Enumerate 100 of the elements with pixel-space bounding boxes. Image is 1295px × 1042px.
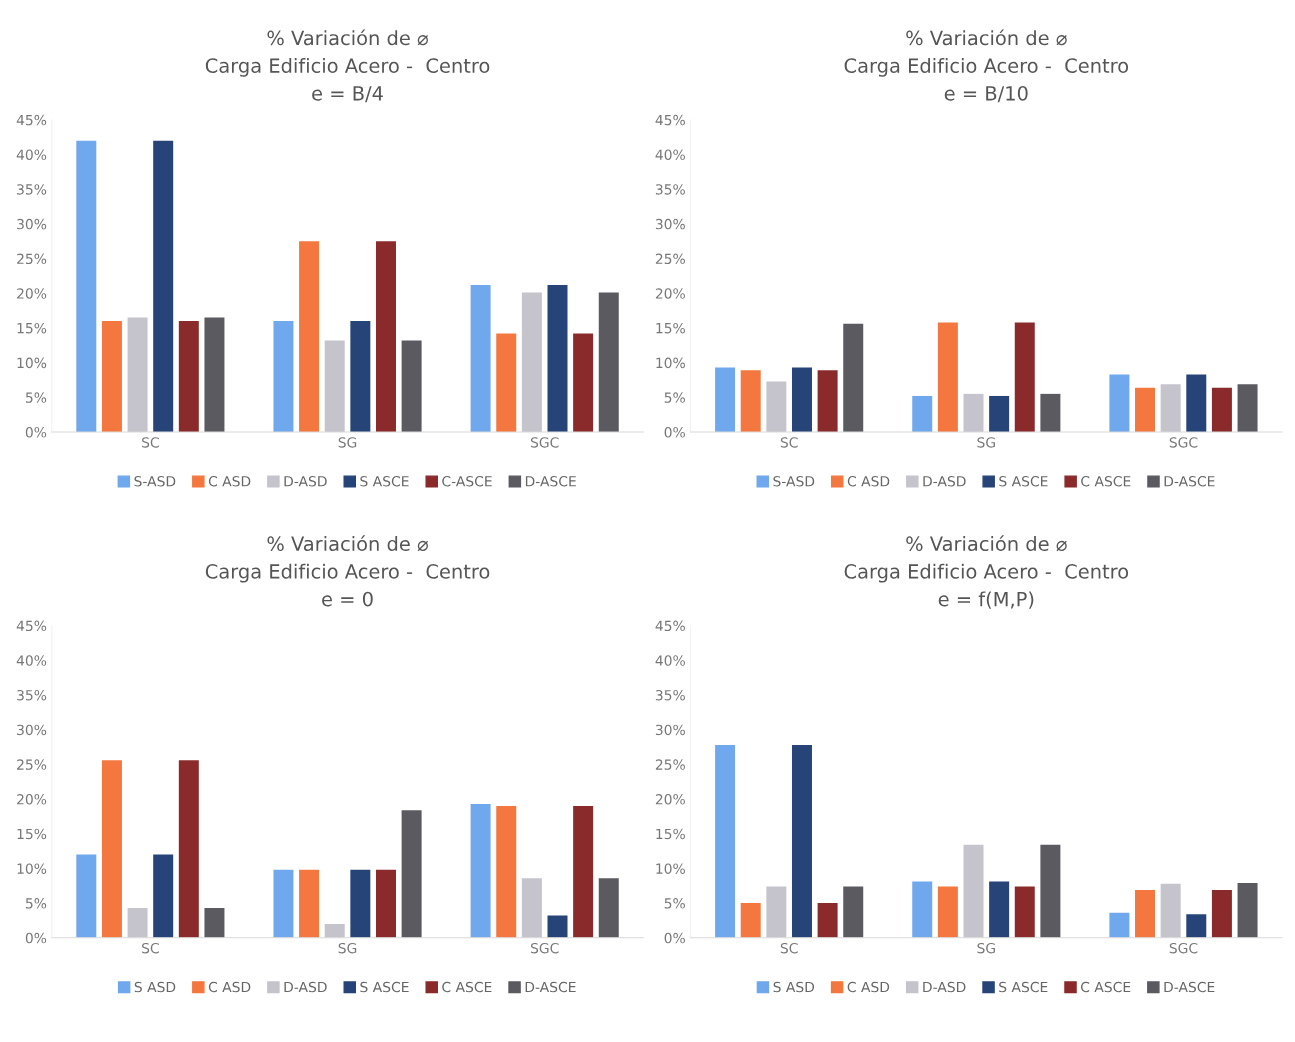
legend-label: S-ASD (134, 476, 176, 487)
legend-label: D-ASCE (525, 981, 576, 993)
legend-label: D-ASD (284, 981, 327, 993)
bar (547, 284, 568, 433)
bar (76, 854, 97, 938)
bar (715, 744, 736, 938)
bar (350, 321, 371, 433)
y-tick-label: 25% (17, 759, 47, 770)
bar (496, 805, 517, 938)
bar (401, 810, 422, 938)
bar (715, 367, 736, 433)
bar (1237, 384, 1258, 433)
legend-label: C ASCE (1081, 981, 1131, 993)
bar (204, 317, 225, 433)
y-tick-label: 25% (17, 253, 47, 265)
x-tick-label: SC (142, 437, 159, 448)
legend-label: D-ASCE (1164, 476, 1215, 487)
y-tick-label: 20% (655, 794, 685, 805)
bar (273, 321, 294, 433)
y-tick-label: 0% (25, 427, 47, 438)
bar (1014, 886, 1035, 938)
y-tick-label: 45% (655, 114, 685, 126)
y-tick-label: 30% (17, 724, 47, 736)
bar (178, 760, 199, 938)
bar (912, 881, 933, 938)
x-tick-label: SG (977, 437, 995, 448)
legend-label: C ASD (847, 981, 890, 993)
legend-label: C ASCE (1081, 476, 1131, 487)
legend-label: D-ASCE (525, 476, 576, 487)
bar (470, 803, 491, 938)
bar (76, 140, 97, 433)
bar (299, 241, 320, 433)
bar (791, 744, 812, 938)
bar (843, 323, 864, 433)
legend-label: S-ASD (773, 476, 815, 487)
bar (963, 844, 984, 938)
chart-title: % Variación de ⌀ Carga Edificio Acero - Centro e = B/4 (205, 29, 490, 103)
bar (470, 284, 491, 433)
x-tick-label: SGC (530, 437, 559, 448)
bar (153, 854, 174, 938)
y-tick-label: 20% (17, 288, 47, 299)
bar (1160, 883, 1181, 938)
bar (1109, 374, 1130, 433)
y-tick-label: 35% (655, 689, 685, 701)
legend-label: S ASCE (360, 476, 409, 487)
bar (521, 878, 542, 938)
bar (1186, 914, 1207, 938)
bar (1014, 322, 1035, 433)
bar (178, 321, 199, 433)
x-tick-label: SGC (1169, 437, 1198, 448)
y-tick-label: 45% (16, 114, 47, 126)
legend-label: C ASD (847, 476, 890, 487)
y-tick-label: 10% (17, 863, 47, 874)
bar (937, 886, 958, 938)
chart-title: % Variación de ⌀ Carga Edificio Acero - Centro e = 0 (205, 535, 490, 607)
bar (1135, 387, 1156, 433)
bar (1237, 882, 1258, 938)
y-tick-label: 5% (25, 898, 47, 909)
legend-label: C ASD (208, 981, 251, 993)
y-tick-label: 20% (17, 794, 47, 805)
bar (1135, 889, 1156, 938)
bar (324, 923, 345, 938)
bar (1186, 374, 1207, 433)
bar (547, 915, 568, 938)
bar (127, 907, 148, 938)
legend-label: D-ASD (923, 981, 966, 993)
legend-label: C ASD (208, 476, 251, 487)
y-tick-label: 40% (16, 655, 47, 666)
bar (817, 903, 838, 938)
y-tick-label: 0% (664, 427, 685, 438)
y-tick-label: 5% (25, 392, 47, 403)
y-tick-label: 25% (655, 759, 685, 770)
y-tick-label: 10% (656, 863, 685, 874)
y-tick-label: 35% (17, 184, 47, 195)
y-tick-label: 10% (656, 357, 685, 369)
bar (740, 903, 761, 938)
y-tick-label: 40% (655, 655, 685, 666)
bar (273, 869, 294, 938)
bar (912, 395, 933, 433)
y-tick-label: 5% (664, 392, 685, 403)
y-tick-label: 15% (656, 828, 685, 840)
y-tick-label: 15% (17, 828, 47, 840)
y-tick-label: 40% (655, 149, 685, 160)
bar (1211, 889, 1232, 938)
x-tick-label: SC (142, 942, 159, 954)
x-tick-label: SC (780, 437, 798, 448)
x-tick-label: SC (780, 942, 798, 954)
bar (573, 333, 594, 433)
bar (843, 886, 864, 938)
bar (324, 340, 345, 433)
y-tick-label: 10% (17, 357, 47, 369)
y-tick-label: 30% (17, 218, 47, 230)
y-tick-label: 0% (25, 932, 47, 944)
bar (1211, 387, 1232, 433)
legend-label: D-ASCE (1164, 981, 1215, 993)
bar (204, 907, 225, 938)
bar (989, 395, 1010, 433)
bar (127, 317, 148, 433)
bar (817, 370, 838, 433)
legend-label: C-ASCE (442, 476, 492, 487)
